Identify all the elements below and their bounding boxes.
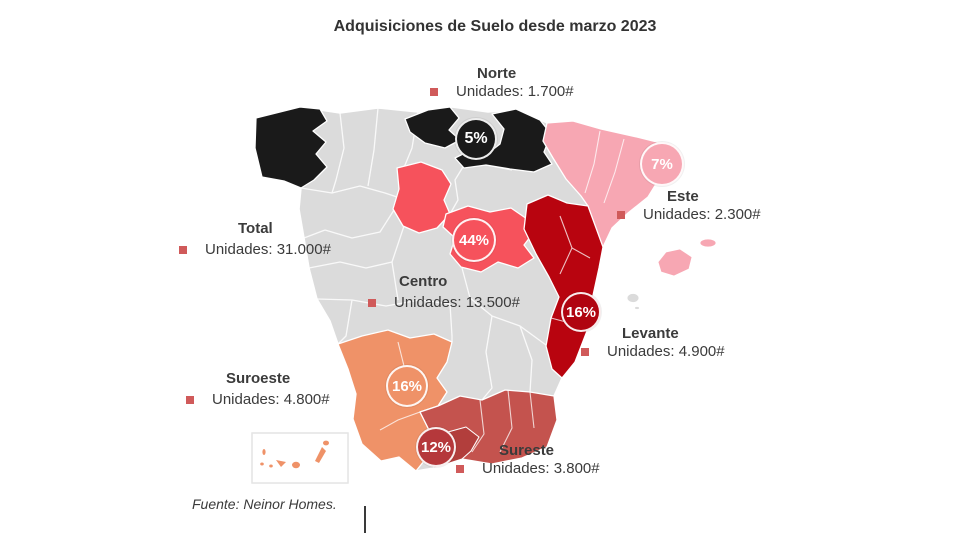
region-label-norte: Norte <box>477 65 517 82</box>
badge-levante-pct: 16% <box>561 292 601 332</box>
bullet-icon <box>430 87 438 96</box>
region-label-total: Total <box>238 220 273 237</box>
balearic-islands <box>626 238 717 310</box>
region-units-suroeste: Unidades: 4.800# <box>186 391 330 408</box>
bullet-icon <box>581 347 589 356</box>
region-units-centro: Unidades: 13.500# <box>368 294 520 311</box>
units-value: Unidades: 1.700# <box>456 83 574 100</box>
units-value: Unidades: 2.300# <box>643 206 761 223</box>
text-cursor <box>364 506 366 533</box>
region-units-norte: Unidades: 1.700# <box>430 83 574 100</box>
este-internal-borders <box>584 130 625 204</box>
region-units-este: Unidades: 2.300# <box>617 206 761 223</box>
page-title: Adquisiciones de Suelo desde marzo 2023 <box>333 18 657 35</box>
canary-inset <box>251 432 349 484</box>
units-value: Unidades: 31.000# <box>205 241 331 258</box>
region-units-levante: Unidades: 4.900# <box>581 343 725 360</box>
region-label-este: Este <box>667 188 699 205</box>
menorca-island <box>699 238 717 248</box>
map-region-norte-cantabria <box>404 106 461 149</box>
region-label-levante: Levante <box>622 325 679 342</box>
bullet-icon <box>179 245 187 254</box>
bullet-icon <box>186 395 194 404</box>
badge-sureste-pct: 12% <box>416 427 456 467</box>
province-borders <box>300 107 547 401</box>
mallorca-island <box>657 248 693 277</box>
source-note: Fuente: Neinor Homes. <box>192 496 337 512</box>
units-value: Unidades: 4.900# <box>607 343 725 360</box>
units-value: Unidades: 13.500# <box>394 294 520 311</box>
map-region-centro-norte <box>392 161 452 234</box>
formentera-island <box>634 306 640 310</box>
badge-suroeste-pct: 16% <box>386 365 428 407</box>
units-value: Unidades: 4.800# <box>212 391 330 408</box>
units-value: Unidades: 3.800# <box>482 460 600 477</box>
map-region-norte-galicia <box>254 106 328 189</box>
region-units-sureste: Unidades: 3.800# <box>456 460 600 477</box>
map-region-levante <box>523 194 604 379</box>
bullet-icon <box>456 464 464 473</box>
region-label-suroeste: Suroeste <box>226 370 291 387</box>
badge-norte-pct: 5% <box>455 118 497 160</box>
bullet-icon <box>368 298 376 307</box>
bullet-icon <box>617 210 625 219</box>
ibiza-island <box>626 293 640 303</box>
badge-este-pct: 7% <box>640 142 684 186</box>
map-region-este <box>542 120 667 248</box>
region-units-total: Unidades: 31.000# <box>179 241 331 258</box>
canary-islands <box>260 440 329 469</box>
sureste-internal-borders <box>471 389 535 453</box>
canary-inset-box <box>251 432 349 484</box>
badge-centro-pct: 44% <box>452 218 496 262</box>
region-label-sureste: Sureste <box>499 442 555 459</box>
region-label-centro: Centro <box>399 273 448 290</box>
